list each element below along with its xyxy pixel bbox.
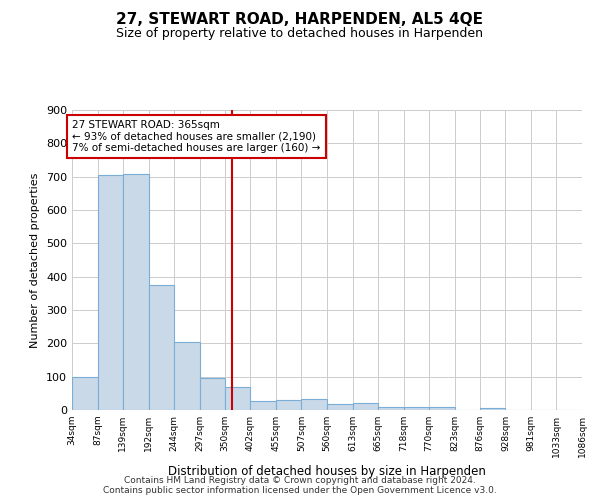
Bar	[123, 174, 149, 410]
Bar	[276, 400, 301, 410]
Bar	[72, 376, 98, 410]
Bar	[378, 407, 404, 410]
Bar	[353, 404, 378, 410]
Bar	[199, 378, 225, 410]
Text: Contains HM Land Registry data © Crown copyright and database right 2024.
Contai: Contains HM Land Registry data © Crown c…	[103, 476, 497, 495]
Bar	[327, 404, 353, 410]
X-axis label: Distribution of detached houses by size in Harpenden: Distribution of detached houses by size …	[168, 466, 486, 478]
Bar	[404, 408, 429, 410]
Bar	[429, 406, 455, 410]
Bar	[98, 175, 123, 410]
Y-axis label: Number of detached properties: Number of detached properties	[31, 172, 40, 348]
Bar	[225, 386, 250, 410]
Text: 27, STEWART ROAD, HARPENDEN, AL5 4QE: 27, STEWART ROAD, HARPENDEN, AL5 4QE	[116, 12, 484, 28]
Bar	[301, 399, 327, 410]
Bar	[480, 408, 505, 410]
Bar	[149, 285, 174, 410]
Text: 27 STEWART ROAD: 365sqm
← 93% of detached houses are smaller (2,190)
7% of semi-: 27 STEWART ROAD: 365sqm ← 93% of detache…	[73, 120, 321, 153]
Text: Size of property relative to detached houses in Harpenden: Size of property relative to detached ho…	[116, 28, 484, 40]
Bar	[174, 342, 199, 410]
Bar	[250, 400, 276, 410]
